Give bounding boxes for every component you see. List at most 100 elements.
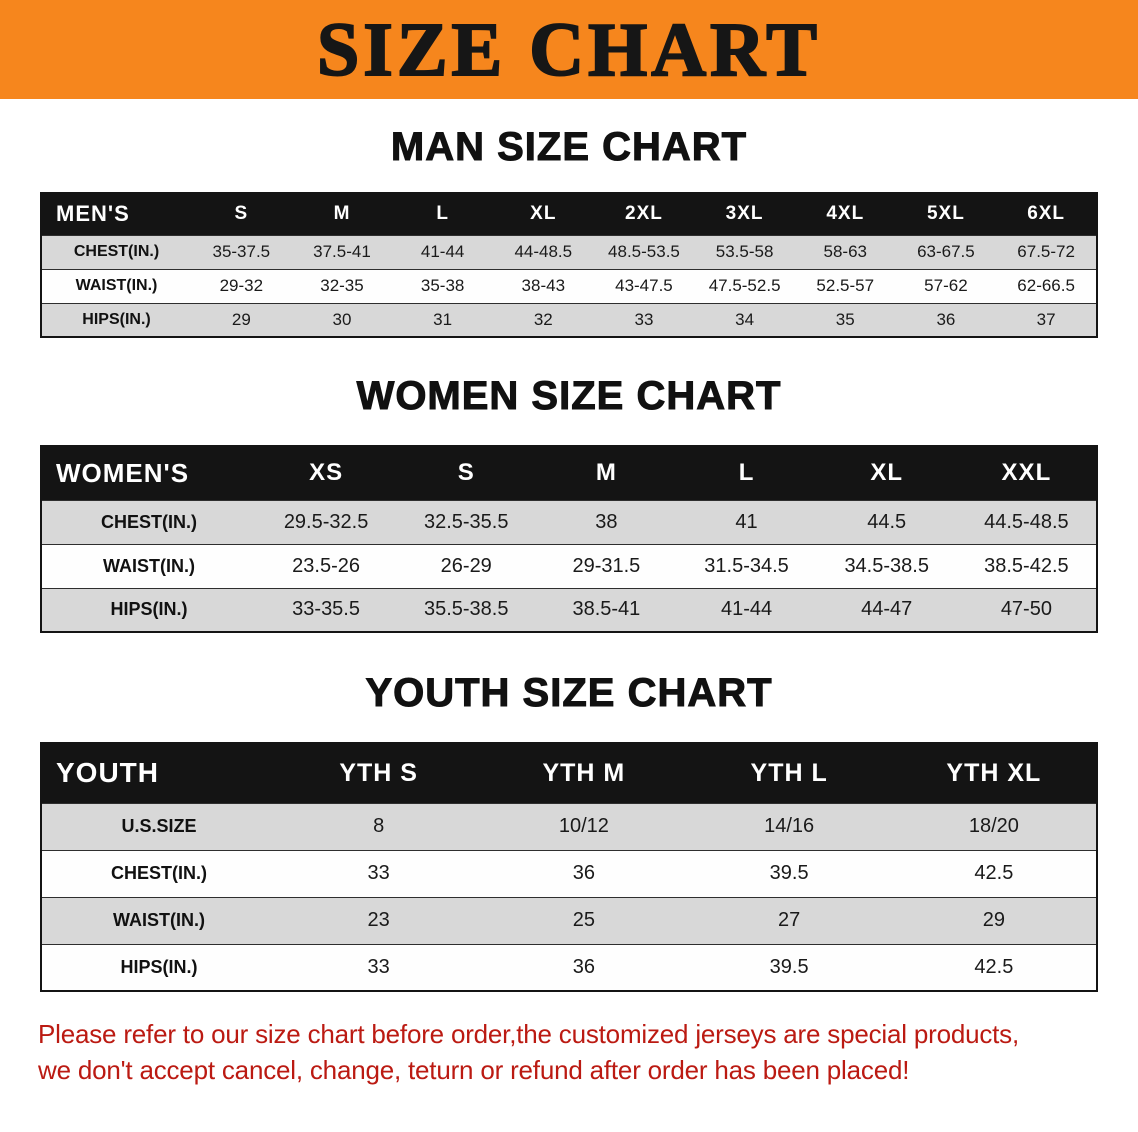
row-label: WAIST(IN.) [113, 910, 205, 930]
size-value: 41-44 [720, 598, 773, 621]
size-value: 62-66.5 [1017, 276, 1075, 295]
size-value: 47-50 [1000, 598, 1052, 621]
size-value: 47.5-52.5 [708, 276, 781, 295]
size-value: 35 [835, 309, 855, 329]
size-value: 39.5 [769, 862, 809, 884]
measurement-row: WAIST(IN.) 23 25 27 29 [41, 897, 1097, 944]
measurement-row: U.S.SIZE 8 10/12 14/16 18/20 [41, 803, 1097, 850]
measurement-row: WAIST(IN.) 29-32 32-35 35-38 38-43 43-47.5 47.… [41, 269, 1097, 303]
disclaimer: Please refer to our size chart before or… [38, 1016, 1100, 1089]
row-label: HIPS(IN.) [120, 956, 198, 977]
disclaimer-line-1: Please refer to our size chart before or… [38, 1019, 1020, 1049]
size-column-header: M [333, 203, 351, 225]
row-label: HIPS(IN.) [82, 310, 151, 328]
size-value: 31.5-34.5 [704, 554, 789, 577]
size-value: 36 [572, 955, 595, 978]
size-column-header: 4XL [826, 203, 865, 225]
size-value: 38.5-42.5 [984, 554, 1069, 577]
row-label: CHEST(IN.) [101, 511, 197, 532]
page-title: SIZE CHART [316, 7, 821, 92]
size-value: 44.5 [867, 510, 907, 533]
table-title-cell: MEN'S [56, 201, 130, 227]
size-value: 25 [572, 909, 595, 931]
size-value: 30 [332, 309, 352, 329]
size-value: 48.5-53.5 [608, 242, 680, 261]
size-value: 33-35.5 [292, 598, 360, 621]
men-size-section: MAN SIZE CHART MEN'S S M L XL 2XL 3XL 4XL 5XL 6XL… [0, 125, 1138, 338]
size-column-header: L [436, 203, 449, 225]
size-value: 33 [367, 955, 390, 978]
size-value: 35-37.5 [212, 242, 271, 261]
size-column-header: 2XL [625, 203, 663, 225]
size-value: 35-38 [420, 276, 465, 295]
size-value: 44-47 [861, 598, 913, 621]
size-value: 31 [433, 309, 453, 329]
size-column-header: S [457, 459, 475, 487]
size-column-header: XL [530, 203, 557, 225]
size-value: 42.5 [974, 862, 1014, 884]
size-value: 53.5-58 [715, 242, 774, 261]
measurement-row: CHEST(IN.) 29.5-32.5 32.5-35.5 38 41 44.5 44.5… [41, 500, 1097, 544]
disclaimer-line-2: we don't accept cancel, change, teturn o… [38, 1055, 910, 1086]
women-size-section: WOMEN SIZE CHART WOMEN'S XS S M L XL XXL CHEST(… [0, 374, 1138, 633]
size-value: 58-63 [823, 242, 867, 261]
size-value: 36 [572, 862, 595, 884]
size-chart-page: SIZE CHART MAN SIZE CHART MEN'S S M L XL 2XL 3… [0, 0, 1138, 1089]
main-content: MAN SIZE CHART MEN'S S M L XL 2XL 3XL 4XL 5XL 6XL… [0, 125, 1138, 1089]
size-value: 33 [367, 862, 390, 884]
size-column-header: YTH L [750, 758, 828, 787]
size-value: 38.5-41 [572, 598, 641, 621]
size-value: 41 [735, 510, 758, 533]
size-column-header: S [234, 203, 249, 225]
size-value: 52.5-57 [816, 276, 875, 295]
table-header-row: WOMEN'S XS S M L XL XXL [41, 446, 1097, 500]
size-value: 29 [231, 309, 251, 329]
men-section-heading: MAN SIZE CHART [390, 125, 748, 170]
size-value: 44-48.5 [514, 242, 573, 261]
size-value: 37.5-41 [313, 242, 371, 261]
measurement-row: WAIST(IN.) 23.5-26 26-29 29-31.5 31.5-34.5 34… [41, 544, 1097, 588]
size-value: 38-43 [521, 276, 566, 295]
size-value: 8 [373, 815, 385, 837]
size-value: 29.5-32.5 [283, 510, 369, 533]
size-value: 10/12 [558, 815, 609, 837]
size-column-header: 6XL [1027, 203, 1066, 225]
size-value: 29 [982, 909, 1005, 931]
row-label: HIPS(IN.) [110, 599, 188, 620]
row-label: CHEST(IN.) [73, 243, 160, 260]
size-value: 32.5-35.5 [423, 510, 509, 533]
measurement-row: HIPS(IN.) 29 30 31 32 33 34 35 36 37 [41, 303, 1097, 337]
size-value: 33 [634, 309, 654, 329]
size-value: 29-32 [219, 276, 264, 295]
size-value: 39.5 [769, 955, 809, 978]
size-value: 27 [778, 909, 801, 931]
size-value: 35.5-38.5 [423, 598, 509, 621]
size-value: 36 [936, 309, 956, 329]
size-value: 29-31.5 [572, 554, 641, 577]
size-value: 34.5-38.5 [844, 554, 929, 577]
table-title-cell: WOMEN'S [56, 457, 190, 488]
size-value: 37 [1036, 309, 1056, 329]
size-value: 44.5-48.5 [984, 510, 1069, 533]
size-value: 42.5 [974, 955, 1014, 978]
size-value: 32-35 [320, 276, 364, 295]
size-column-header: XXL [1001, 459, 1052, 487]
measurement-row: CHEST(IN.) 35-37.5 37.5-41 41-44 44-48.5 48.5… [41, 235, 1097, 269]
size-column-header: 5XL [926, 203, 965, 225]
size-value: 34 [735, 309, 755, 329]
size-column-header: L [738, 459, 755, 487]
size-column-header: XS [309, 459, 344, 487]
size-value: 43-47.5 [615, 276, 673, 295]
size-value: 57-62 [924, 276, 968, 295]
size-value: 26-29 [440, 554, 492, 577]
measurement-row: CHEST(IN.) 33 36 39.5 42.5 [41, 850, 1097, 897]
size-column-header: YTH M [542, 758, 626, 787]
size-column-header: 3XL [725, 203, 764, 225]
youth-size-section: YOUTH SIZE CHART YOUTH YTH S YTH M YTH L YTH… [0, 671, 1138, 992]
measurement-row: HIPS(IN.) 33 36 39.5 42.5 [41, 944, 1097, 991]
women-section-heading: WOMEN SIZE CHART [356, 374, 782, 419]
size-value: 23.5-26 [292, 554, 360, 577]
row-label: WAIST(IN.) [103, 555, 195, 576]
size-column-header: M [595, 459, 617, 487]
row-label: CHEST(IN.) [111, 863, 207, 883]
